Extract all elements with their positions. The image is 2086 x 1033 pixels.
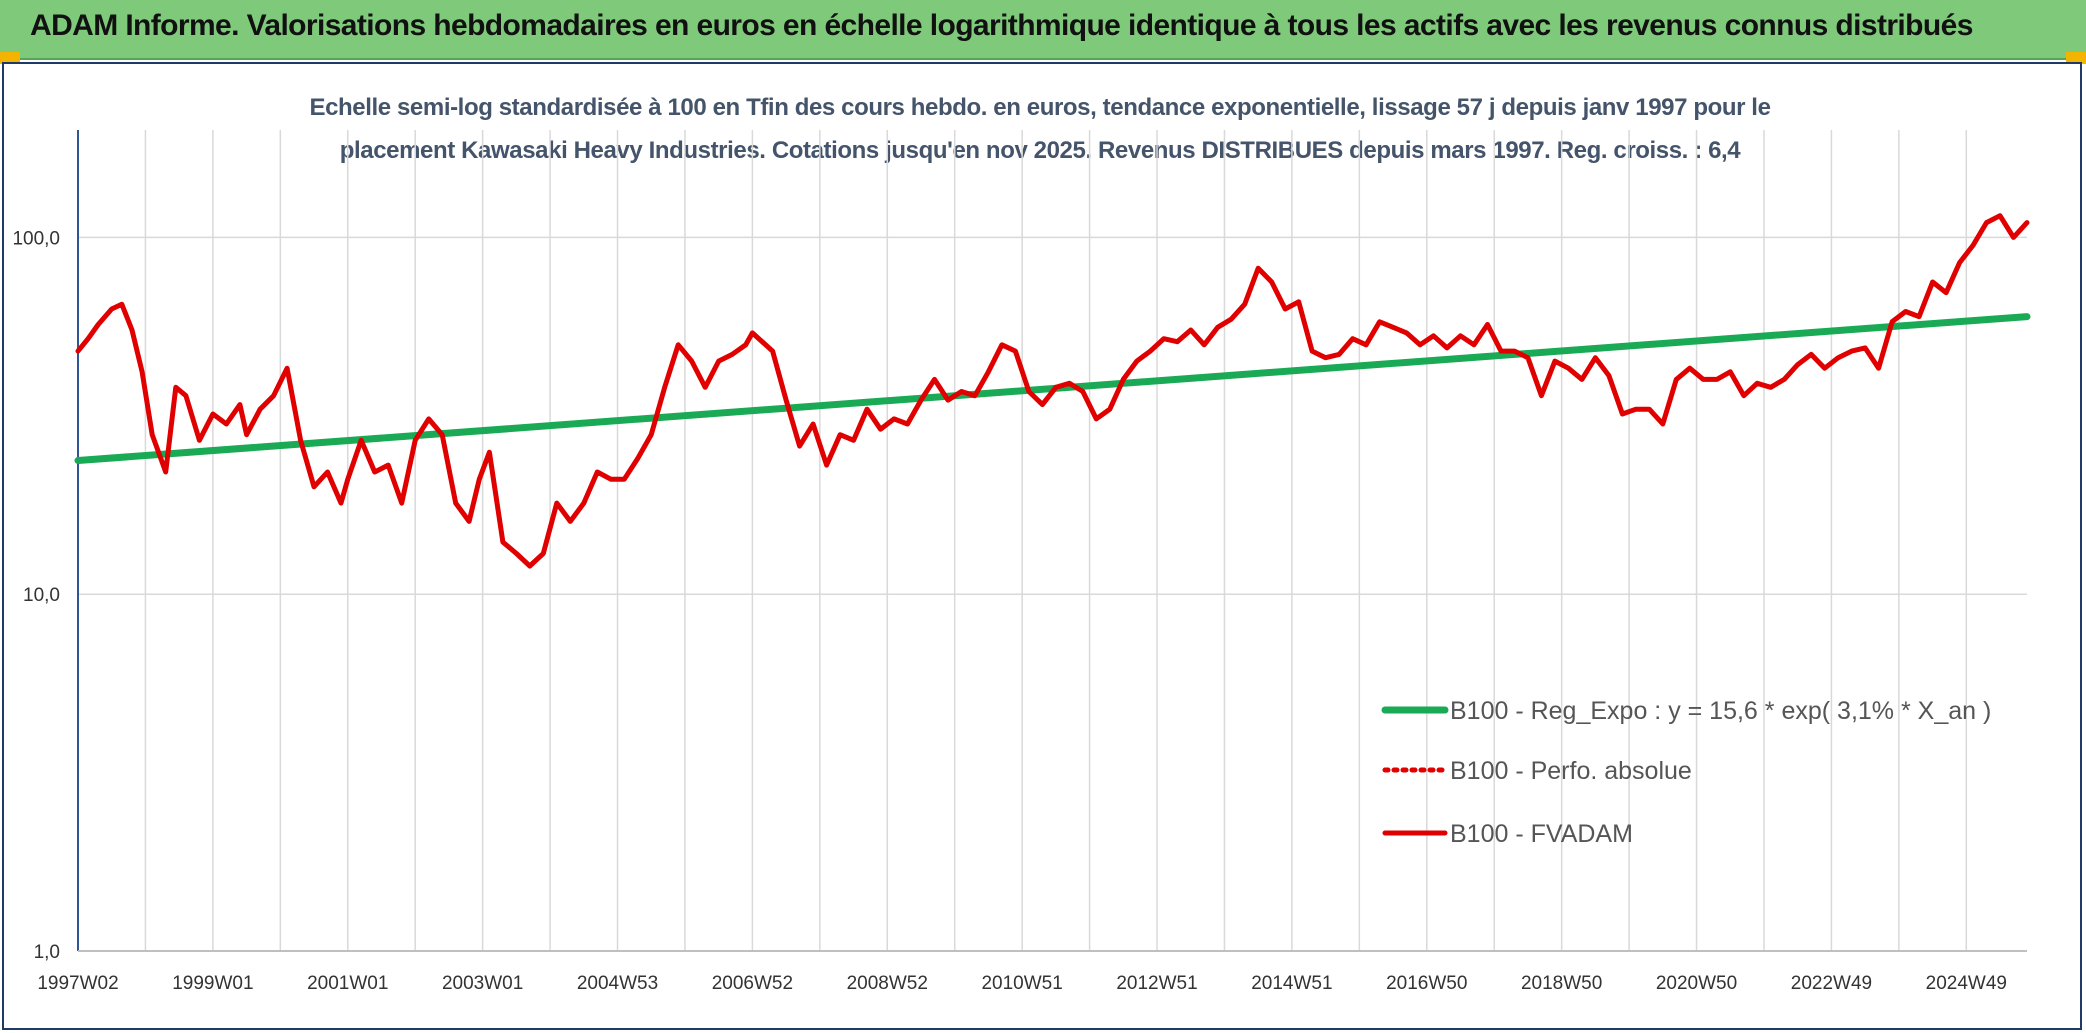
series-line-2 [75, 213, 2030, 569]
x-tick-label: 1999W01 [172, 973, 253, 994]
y-tick-label: 100,0 [12, 228, 60, 249]
x-tick-label: 1997W02 [37, 973, 118, 994]
x-tick-label: 2010W51 [981, 973, 1062, 994]
corner-marker-right [2066, 52, 2086, 64]
legend: B100 - Reg_Expo : y = 15,6 * exp( 3,1% *… [1381, 697, 1991, 848]
legend-label-2: B100 - FVADAM [1450, 820, 1633, 848]
x-tick-label: 2001W01 [307, 973, 388, 994]
x-tick-label: 2014W51 [1251, 973, 1332, 994]
report-banner: ADAM Informe. Valorisations hebdomadaire… [0, 0, 2086, 60]
y-tick-label: 10,0 [23, 585, 60, 606]
chart-subtitle-line-1: Echelle semi-log standardisée à 100 en T… [309, 94, 1770, 121]
axes: 1,0 10,0 100,0 1997W02 1999W01 2001W01 2003W01… [12, 130, 2027, 994]
x-tick-label: 2022W49 [1791, 973, 1872, 994]
x-tick-label: 2008W52 [847, 973, 928, 994]
x-tick-label: 2020W50 [1656, 973, 1737, 994]
x-tick-label: 2024W49 [1926, 973, 2007, 994]
chart-subtitle-line-2: placement Kawasaki Heavy Industries. Cot… [340, 137, 1742, 164]
chart-frame [2, 62, 2082, 1030]
legend-label-1: B100 - Perfo. absolue [1450, 757, 1692, 785]
x-tick-label: 2012W51 [1116, 973, 1197, 994]
legend-label-0: B100 - Reg_Expo : y = 15,6 * exp( 3,1% *… [1450, 697, 1991, 725]
x-tick-label: 2018W50 [1521, 973, 1602, 994]
grid-lines [77, 130, 2027, 952]
report-title: ADAM Informe. Valorisations hebdomadaire… [30, 9, 1973, 42]
x-tick-label: 2006W52 [712, 973, 793, 994]
series-lines [74, 213, 2031, 569]
x-tick-label: 2003W01 [442, 973, 523, 994]
y-tick-label: 1,0 [34, 942, 60, 963]
x-tick-label: 2016W50 [1386, 973, 1467, 994]
x-tick-label: 2004W53 [577, 973, 658, 994]
corner-marker-left [0, 52, 20, 64]
